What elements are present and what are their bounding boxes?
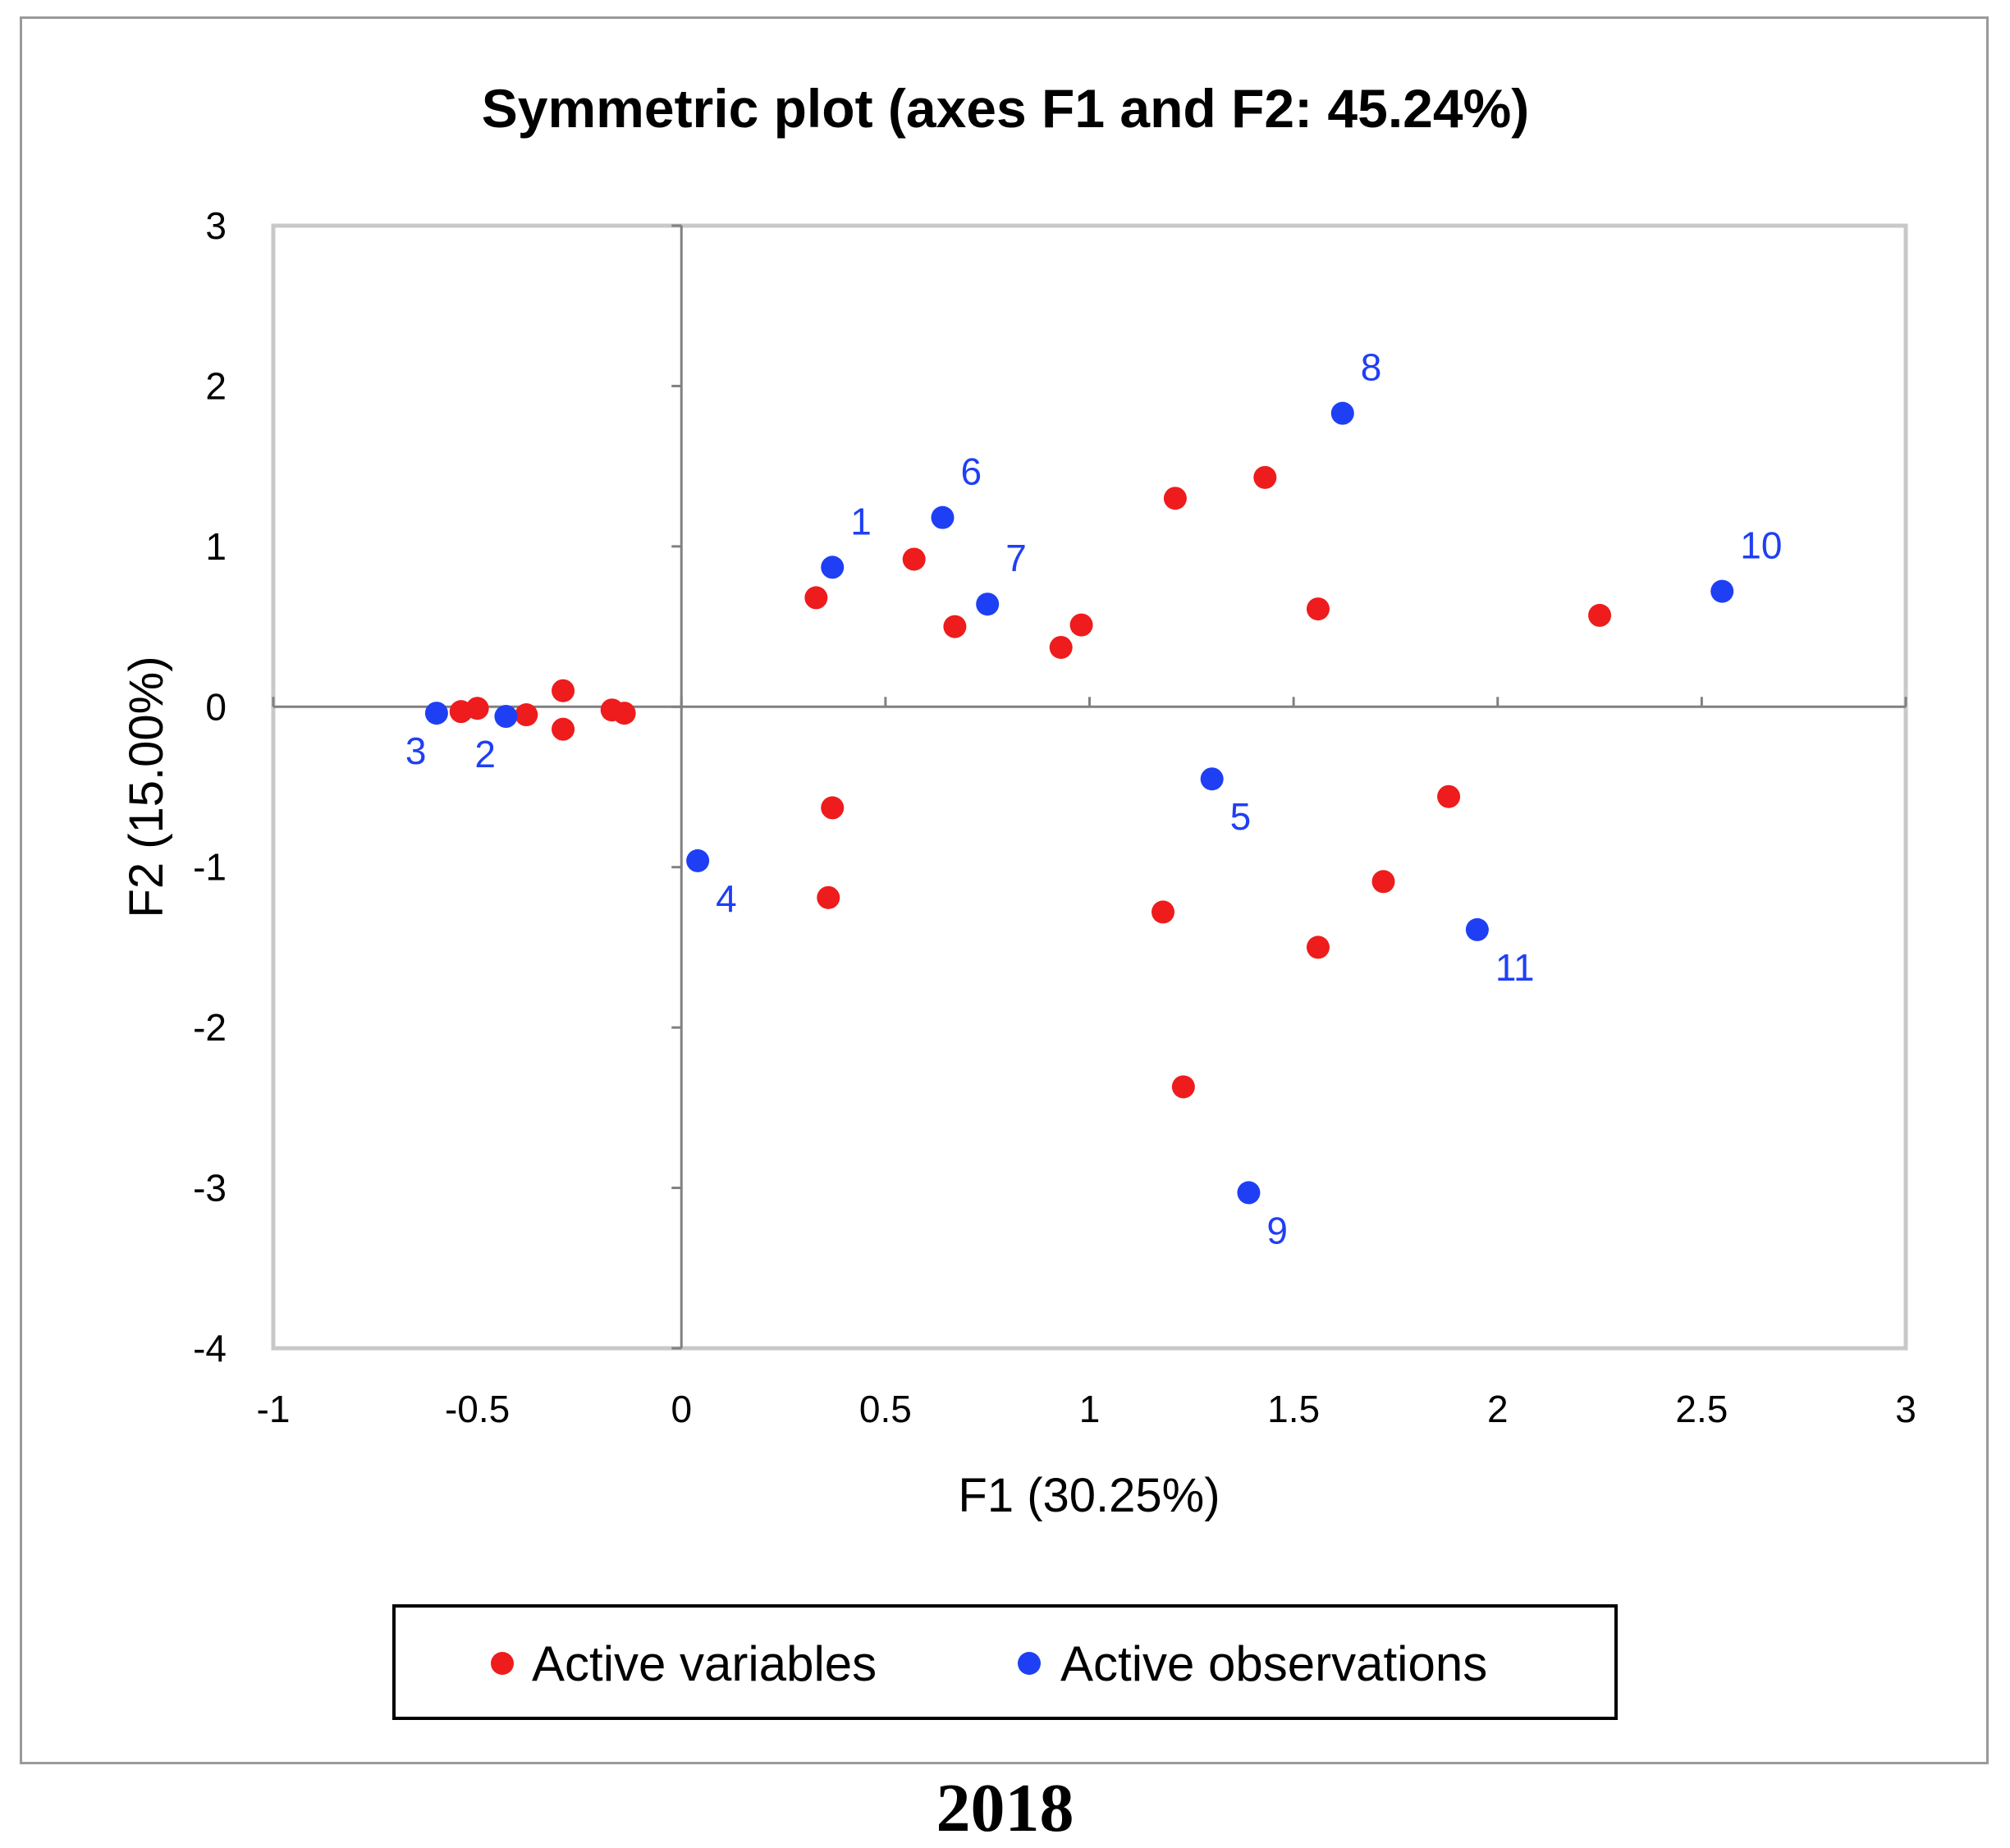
y-tick-label: -1 <box>193 846 227 889</box>
x-tick-label: 2 <box>1487 1388 1509 1430</box>
active-variable-point <box>515 703 538 727</box>
active-variable-point <box>1171 1075 1195 1099</box>
active-variable-point <box>465 697 489 720</box>
active-variable-point <box>817 885 840 909</box>
active-variable-point <box>552 717 575 741</box>
active-observation-point <box>1330 401 1354 425</box>
x-tick-label: 0.5 <box>859 1388 912 1430</box>
observation-label: 10 <box>1740 524 1782 567</box>
active-variable-point <box>612 702 636 725</box>
y-tick-label: 2 <box>205 364 227 407</box>
active-observation-point <box>821 556 845 579</box>
active-observation-point <box>1237 1181 1261 1205</box>
active-observation-point <box>424 702 448 725</box>
observation-label: 1 <box>850 500 872 542</box>
observation-label: 9 <box>1266 1209 1288 1251</box>
active-observation-point <box>1710 579 1734 603</box>
x-tick-label: 1 <box>1079 1388 1101 1430</box>
active-variable-point <box>1306 597 1330 621</box>
active-variable-point <box>1253 465 1277 489</box>
active-observation-point <box>686 849 710 872</box>
x-tick-label: -1 <box>257 1388 291 1430</box>
legend: Active variables Active observations <box>392 1604 1618 1720</box>
y-tick-label: 1 <box>205 525 227 568</box>
active-variable-point <box>1437 784 1461 808</box>
x-tick-label: 3 <box>1895 1388 1916 1430</box>
observation-label: 5 <box>1230 795 1252 838</box>
x-tick-label: 2.5 <box>1675 1388 1728 1430</box>
observation-label: 7 <box>1005 537 1027 579</box>
observation-label: 11 <box>1495 946 1535 989</box>
active-variable-point <box>902 547 926 571</box>
plot-area <box>271 223 1908 1351</box>
legend-label-active-observations: Active observations <box>1060 1636 1487 1691</box>
chart-title: Symmetric plot (axes F1 and F2: 45.24%) <box>482 78 1529 139</box>
x-tick-label: 1.5 <box>1267 1388 1320 1430</box>
observation-label: 4 <box>716 877 737 920</box>
active-variable-point <box>1152 900 1175 924</box>
observation-label: 8 <box>1361 346 1382 389</box>
active-variable-point <box>1588 603 1612 627</box>
active-observation-point <box>931 505 955 529</box>
x-tick-label: -0.5 <box>445 1388 510 1430</box>
active-variable-point <box>1069 613 1093 637</box>
y-tick-label: 0 <box>205 685 227 728</box>
active-observation-point <box>1465 917 1489 941</box>
active-variable-point <box>804 586 828 610</box>
x-axis-label: F1 (30.25%) <box>958 1469 1220 1522</box>
legend-marker-active-observations <box>1018 1652 1041 1675</box>
observation-label: 2 <box>474 733 496 775</box>
legend-box <box>392 1604 1618 1720</box>
active-variable-point <box>943 615 967 638</box>
y-tick-label: -4 <box>193 1327 227 1370</box>
chart-frame <box>20 16 1989 1764</box>
y-tick-label: 3 <box>205 204 227 247</box>
y-axis-label: F2 (15.00%) <box>120 656 173 917</box>
figure-caption: 2018 <box>936 1770 1074 1846</box>
y-tick-label: -3 <box>193 1167 227 1210</box>
active-variable-point <box>1306 935 1330 959</box>
active-variable-point <box>552 679 575 702</box>
active-variable-point <box>821 796 845 820</box>
legend-label-active-variables: Active variables <box>532 1636 877 1691</box>
active-observation-point <box>494 705 518 729</box>
observation-label: 3 <box>405 730 427 772</box>
active-variable-point <box>1163 487 1187 510</box>
active-observation-point <box>1200 767 1224 791</box>
observation-label: 6 <box>960 451 982 493</box>
active-variable-point <box>1371 870 1395 894</box>
active-variable-point <box>1049 635 1073 659</box>
x-tick-label: 0 <box>671 1388 692 1430</box>
y-tick-label: -2 <box>193 1006 227 1049</box>
active-observation-point <box>976 592 1000 616</box>
legend-marker-active-variables <box>491 1652 514 1675</box>
